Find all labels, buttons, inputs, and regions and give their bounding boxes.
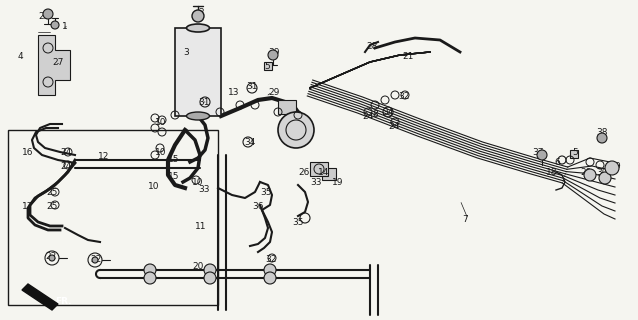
Text: 35: 35 xyxy=(292,218,304,227)
Text: 26: 26 xyxy=(298,168,309,177)
Text: 25: 25 xyxy=(46,188,57,197)
Text: 19: 19 xyxy=(332,178,343,187)
Text: 29: 29 xyxy=(580,168,591,177)
Text: 30: 30 xyxy=(596,168,607,177)
Bar xyxy=(570,150,578,158)
Circle shape xyxy=(92,257,98,263)
Circle shape xyxy=(144,264,156,276)
Text: 10: 10 xyxy=(148,182,160,191)
Bar xyxy=(175,28,221,116)
Circle shape xyxy=(144,272,156,284)
Text: 24: 24 xyxy=(362,112,373,121)
Text: 10: 10 xyxy=(155,118,167,127)
Circle shape xyxy=(599,172,611,184)
Text: 20: 20 xyxy=(192,262,204,271)
Circle shape xyxy=(204,272,216,284)
Text: 11: 11 xyxy=(195,222,207,231)
Circle shape xyxy=(192,10,204,22)
Text: 32: 32 xyxy=(265,255,276,264)
Text: 39: 39 xyxy=(268,48,279,57)
Bar xyxy=(264,62,272,70)
Polygon shape xyxy=(22,284,58,310)
Text: 28: 28 xyxy=(366,42,377,51)
Bar xyxy=(322,168,336,180)
Text: 1: 1 xyxy=(62,22,68,31)
Text: 22: 22 xyxy=(45,252,56,261)
Circle shape xyxy=(43,9,53,19)
Circle shape xyxy=(605,161,619,175)
Circle shape xyxy=(268,50,278,60)
Text: 32: 32 xyxy=(398,92,410,101)
Text: 34: 34 xyxy=(244,138,255,147)
Bar xyxy=(278,100,296,114)
Text: 4: 4 xyxy=(18,52,24,61)
Text: 8: 8 xyxy=(372,110,378,119)
Circle shape xyxy=(204,264,216,276)
Text: 27: 27 xyxy=(52,58,63,67)
Text: 16: 16 xyxy=(22,148,34,157)
Text: 29: 29 xyxy=(268,88,279,97)
Text: 21: 21 xyxy=(402,52,413,61)
Text: 35: 35 xyxy=(260,188,272,197)
Circle shape xyxy=(264,272,276,284)
Text: 6: 6 xyxy=(554,158,560,167)
Text: 15: 15 xyxy=(168,172,179,181)
Text: 31: 31 xyxy=(246,82,258,91)
Text: 22: 22 xyxy=(90,255,101,264)
Text: FR.: FR. xyxy=(55,298,71,307)
Text: 12: 12 xyxy=(98,152,109,161)
Text: 31: 31 xyxy=(198,98,209,107)
Text: 38: 38 xyxy=(596,128,607,137)
Text: 2: 2 xyxy=(198,8,204,17)
Text: 3: 3 xyxy=(183,48,189,57)
Text: 24: 24 xyxy=(60,162,71,171)
Ellipse shape xyxy=(186,112,209,120)
Text: 25: 25 xyxy=(46,202,57,211)
Text: 24: 24 xyxy=(388,122,399,131)
Text: 37: 37 xyxy=(532,148,544,157)
Text: 10: 10 xyxy=(155,148,167,157)
Text: 14: 14 xyxy=(318,168,329,177)
Bar xyxy=(8,130,218,305)
Text: 34: 34 xyxy=(382,108,394,117)
Text: 5: 5 xyxy=(572,148,578,157)
Text: 23: 23 xyxy=(38,12,49,21)
Text: 9: 9 xyxy=(614,162,619,171)
Text: 13: 13 xyxy=(228,88,239,97)
Circle shape xyxy=(597,133,607,143)
Text: 17: 17 xyxy=(22,202,34,211)
Circle shape xyxy=(537,150,547,160)
Bar xyxy=(310,162,328,176)
Circle shape xyxy=(49,255,55,261)
Text: 7: 7 xyxy=(462,215,468,224)
Text: 33: 33 xyxy=(310,178,322,187)
Text: 10: 10 xyxy=(192,178,204,187)
Text: 24: 24 xyxy=(60,148,71,157)
Polygon shape xyxy=(38,35,70,95)
Text: 33: 33 xyxy=(198,185,209,194)
Text: 36: 36 xyxy=(252,202,263,211)
Circle shape xyxy=(264,264,276,276)
Text: 5: 5 xyxy=(264,62,270,71)
Text: 15: 15 xyxy=(168,155,179,164)
Circle shape xyxy=(278,112,314,148)
Ellipse shape xyxy=(186,24,209,32)
Circle shape xyxy=(584,169,596,181)
Text: 18: 18 xyxy=(546,168,558,177)
Circle shape xyxy=(51,21,59,29)
